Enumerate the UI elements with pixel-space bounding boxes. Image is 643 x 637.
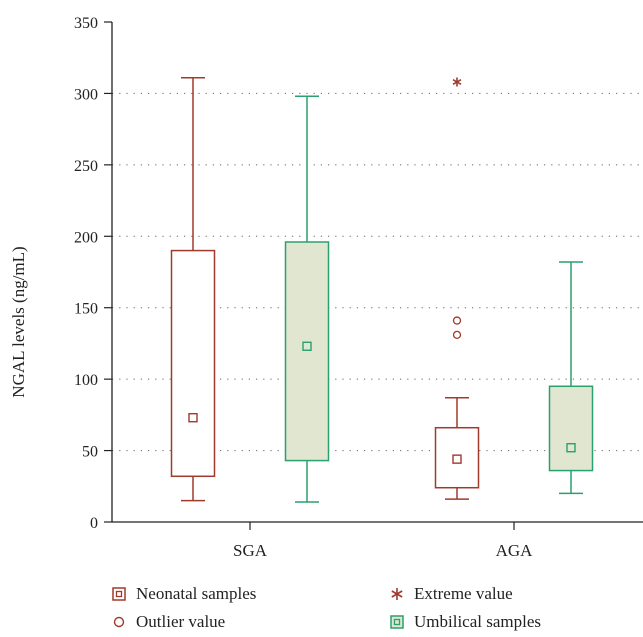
legend-umbilical: Umbilical samples bbox=[390, 612, 541, 632]
y-ticks: 0 50 100 150 200 250 300 350 bbox=[74, 15, 112, 532]
legend-label-neonatal: Neonatal samples bbox=[136, 584, 257, 603]
outlier-point bbox=[452, 330, 462, 340]
median-marker bbox=[302, 341, 312, 351]
legend-label-umbilical: Umbilical samples bbox=[414, 612, 542, 631]
asterisk-stroke bbox=[452, 79, 462, 85]
y-tick-label: 300 bbox=[74, 86, 98, 103]
x-tick-label: SGA bbox=[233, 541, 268, 560]
legend-label-outlier: Outlier value bbox=[136, 612, 226, 631]
median-marker bbox=[188, 413, 198, 423]
legend-neonatal: Neonatal samples bbox=[112, 584, 256, 604]
boxes bbox=[170, 76, 594, 503]
y-tick-label: 150 bbox=[74, 301, 98, 318]
y-tick-label: 250 bbox=[74, 158, 98, 175]
iqr-box bbox=[284, 241, 330, 462]
x-ticks: SGA AGA bbox=[233, 522, 533, 560]
legend-extreme: Extreme value bbox=[390, 584, 513, 604]
umbilical-marker-icon bbox=[390, 615, 404, 629]
y-tick-label: 50 bbox=[82, 444, 98, 461]
median-marker bbox=[452, 454, 462, 464]
box-umbilical-samples-sga bbox=[284, 95, 330, 503]
extreme-point bbox=[452, 77, 462, 87]
outlier-point bbox=[452, 316, 462, 325]
box-neonatal-samples-aga bbox=[434, 77, 480, 500]
y-tick-label: 100 bbox=[74, 372, 98, 389]
neonatal-marker-icon bbox=[112, 587, 126, 601]
iqr-box bbox=[434, 426, 480, 489]
box-neonatal-samples-sga bbox=[170, 76, 216, 502]
legend-outlier: Outlier value bbox=[112, 612, 225, 632]
iqr-box bbox=[548, 385, 594, 472]
iqr-box bbox=[170, 249, 216, 478]
x-tick-label: AGA bbox=[496, 541, 534, 560]
axes bbox=[111, 22, 643, 523]
legend-label-extreme: Extreme value bbox=[414, 584, 513, 603]
y-tick-label: 200 bbox=[74, 229, 98, 246]
y-tick-label: 350 bbox=[74, 15, 98, 32]
asterisk-marker-icon bbox=[391, 588, 403, 600]
box-umbilical-samples-aga bbox=[548, 261, 594, 495]
median-marker bbox=[566, 443, 576, 453]
circle-marker-icon bbox=[113, 616, 125, 628]
y-tick-label: 0 bbox=[90, 515, 98, 532]
y-axis-label: NGAL levels (ng/mL) bbox=[9, 246, 28, 397]
